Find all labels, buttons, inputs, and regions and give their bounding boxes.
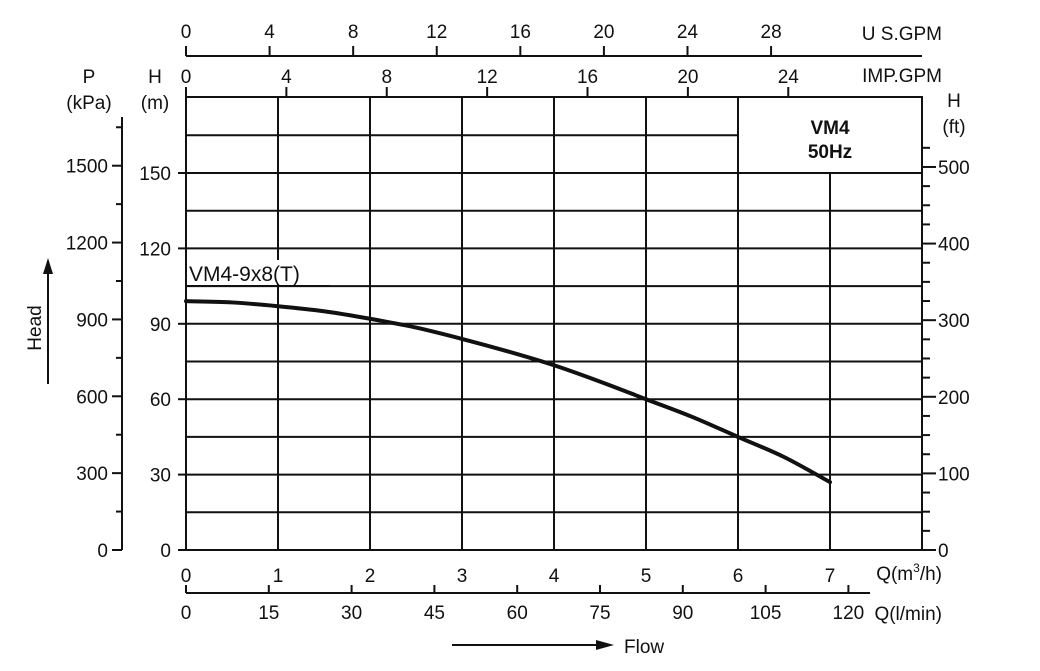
imp-gpm-tick-label: 12 bbox=[477, 67, 498, 88]
flow-m3h-tick-label: 7 bbox=[825, 566, 836, 587]
lpm-tick-label: 45 bbox=[424, 603, 445, 624]
us-gpm-tick-label: 16 bbox=[510, 22, 531, 43]
imp-gpm-tick-label: 4 bbox=[281, 67, 292, 88]
lpm-tick-label: 120 bbox=[833, 603, 865, 624]
flow-m3h-tick-label: 1 bbox=[273, 566, 284, 587]
lpm-axis-unit: Q(l/min) bbox=[874, 604, 942, 625]
flow-m3h-tick-label: 0 bbox=[181, 566, 192, 587]
us-gpm-tick-label: 0 bbox=[181, 22, 192, 43]
us-gpm-tick-label: 20 bbox=[593, 22, 614, 43]
head-axis-title: Head bbox=[25, 305, 46, 350]
model-box bbox=[737, 96, 923, 174]
curve-label-background bbox=[188, 260, 330, 284]
imp-gpm-tick-label: 20 bbox=[677, 67, 698, 88]
us-gpm-tick-label: 28 bbox=[761, 22, 782, 43]
pressure-tick-label: 0 bbox=[97, 541, 108, 562]
flow-m3h-tick-label: 5 bbox=[641, 566, 652, 587]
flow-m3h-tick-label: 6 bbox=[733, 566, 744, 587]
flow-arrow-head bbox=[596, 640, 614, 650]
flow-unit-main: Q(m bbox=[876, 564, 913, 585]
performance-curve bbox=[184, 299, 832, 485]
head-m-tick-label: 120 bbox=[139, 239, 171, 260]
head-arrow-head bbox=[43, 258, 53, 274]
us-gpm-axis-unit: U S.GPM bbox=[862, 24, 942, 45]
head-ft-tick-label: 400 bbox=[938, 235, 970, 256]
head-ft-tick-label: 300 bbox=[938, 311, 970, 332]
head-ft-tick-label: 500 bbox=[938, 158, 970, 179]
flow-unit-tail: /h) bbox=[920, 564, 942, 585]
lpm-tick-label: 0 bbox=[181, 603, 192, 624]
flow-m3h-tick-label: 4 bbox=[549, 566, 560, 587]
curve-label: VM4-9x8(T) bbox=[189, 263, 300, 286]
us-gpm-tick-label: 8 bbox=[348, 22, 359, 43]
flow-m3h-tick-label: 3 bbox=[457, 566, 468, 587]
model-title: VM4 bbox=[810, 118, 850, 139]
head-ft-tick-label: 200 bbox=[938, 388, 970, 409]
us-gpm-tick-label: 12 bbox=[426, 22, 447, 43]
head-m-axis-symbol: H bbox=[148, 67, 162, 88]
head-ft-axis-unit: (ft) bbox=[942, 117, 965, 138]
pressure-axis-symbol: P bbox=[83, 67, 96, 88]
flow-unit-superscript: 3 bbox=[913, 561, 920, 575]
us-gpm-tick-label: 24 bbox=[677, 22, 699, 43]
pressure-tick-label: 600 bbox=[76, 387, 108, 408]
imp-gpm-tick-label: 0 bbox=[181, 67, 192, 88]
head-m-tick-label: 0 bbox=[160, 541, 171, 562]
pressure-tick-label: 1200 bbox=[66, 234, 108, 255]
lpm-tick-label: 30 bbox=[341, 603, 362, 624]
tick-labels: 0 1 2 3 4 5 6 70 15 30 45 60 75 90 105 1200 4 8 12 16 20 24 28… bbox=[66, 22, 970, 624]
pressure-axis-unit: (kPa) bbox=[66, 93, 111, 114]
head-m-tick-label: 150 bbox=[139, 164, 171, 185]
pressure-tick-label: 1500 bbox=[66, 157, 108, 178]
us-gpm-tick-label: 4 bbox=[264, 22, 275, 43]
head-ft-tick-label: 100 bbox=[938, 464, 970, 485]
pressure-tick-label: 900 bbox=[76, 310, 108, 331]
imp-gpm-tick-label: 24 bbox=[778, 67, 800, 88]
head-m-tick-label: 90 bbox=[150, 315, 171, 336]
head-m-tick-label: 30 bbox=[150, 466, 171, 487]
flow-m3h-tick-label: 2 bbox=[365, 566, 376, 587]
lpm-tick-label: 75 bbox=[589, 603, 610, 624]
head-m-axis-unit: (m) bbox=[141, 93, 169, 114]
imp-gpm-tick-label: 16 bbox=[577, 67, 598, 88]
lpm-tick-label: 60 bbox=[507, 603, 528, 624]
lpm-tick-label: 90 bbox=[672, 603, 693, 624]
imp-gpm-axis-unit: IMP.GPM bbox=[862, 66, 942, 87]
head-m-tick-label: 60 bbox=[150, 390, 171, 411]
lpm-tick-label: 105 bbox=[750, 603, 782, 624]
flow-axis-title: Flow bbox=[624, 637, 664, 658]
flow-m3h-axis-unit: Q(m3/h) bbox=[876, 561, 942, 585]
model-frequency: 50Hz bbox=[808, 142, 852, 163]
head-ft-tick-label: 0 bbox=[938, 541, 949, 562]
pressure-tick-label: 300 bbox=[76, 464, 108, 485]
head-ft-axis-symbol: H bbox=[947, 91, 961, 112]
imp-gpm-tick-label: 8 bbox=[381, 67, 392, 88]
lpm-tick-label: 15 bbox=[258, 603, 279, 624]
